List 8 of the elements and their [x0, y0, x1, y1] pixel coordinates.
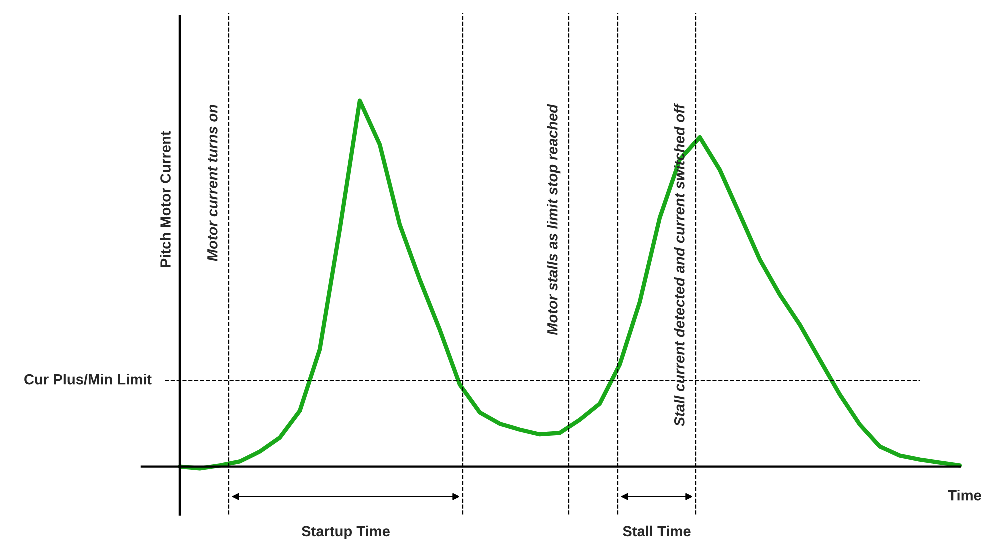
text: Stall Time: [623, 526, 691, 537]
annotation: Motor stalls as limit stop reached: [547, 104, 561, 336]
ref-line-label: Cur Plus/Min Limit: [24, 374, 152, 385]
y-axis-title: Pitch Motor Current: [160, 131, 171, 268]
annotation: Stall current detected and current switched off: [674, 103, 685, 427]
text: Startup Time: [302, 526, 390, 540]
x-axis-title: Time: [948, 490, 982, 501]
annotation: Motor current turns on: [208, 105, 218, 262]
